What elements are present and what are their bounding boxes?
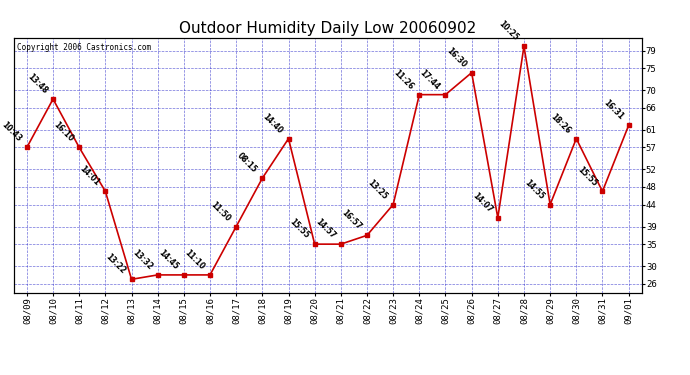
Text: 14:55: 14:55 xyxy=(523,178,546,201)
Title: Outdoor Humidity Daily Low 20060902: Outdoor Humidity Daily Low 20060902 xyxy=(179,21,476,36)
Text: 18:26: 18:26 xyxy=(549,112,573,135)
Text: 11:10: 11:10 xyxy=(183,248,206,272)
Text: 11:50: 11:50 xyxy=(209,200,233,223)
Text: 17:44: 17:44 xyxy=(418,68,442,91)
Text: 08:15: 08:15 xyxy=(235,151,259,175)
Text: 16:31: 16:31 xyxy=(601,99,624,122)
Text: 14:07: 14:07 xyxy=(471,191,494,214)
Text: 11:26: 11:26 xyxy=(392,68,415,91)
Text: 16:10: 16:10 xyxy=(52,120,75,144)
Text: 13:25: 13:25 xyxy=(366,178,389,201)
Text: 16:57: 16:57 xyxy=(339,209,363,232)
Text: 15:55: 15:55 xyxy=(575,165,598,188)
Text: 14:45: 14:45 xyxy=(157,248,180,272)
Text: 13:48: 13:48 xyxy=(26,72,49,96)
Text: 14:40: 14:40 xyxy=(261,112,284,135)
Text: 16:30: 16:30 xyxy=(444,46,468,69)
Text: 13:32: 13:32 xyxy=(130,248,154,272)
Text: 10:43: 10:43 xyxy=(0,120,23,144)
Text: 10:25: 10:25 xyxy=(497,20,520,43)
Text: 15:55: 15:55 xyxy=(288,217,310,241)
Text: Copyright 2006 Castronics.com: Copyright 2006 Castronics.com xyxy=(17,43,151,52)
Text: 13:22: 13:22 xyxy=(104,252,128,276)
Text: 14:57: 14:57 xyxy=(313,217,337,241)
Text: 14:01: 14:01 xyxy=(78,165,101,188)
